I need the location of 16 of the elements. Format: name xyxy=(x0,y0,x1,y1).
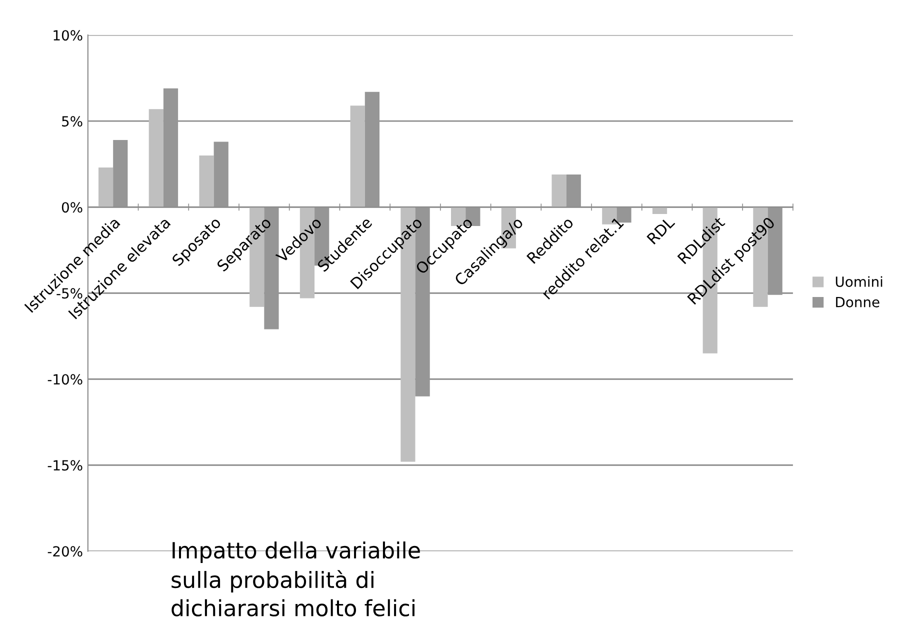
legend-label: Uomini xyxy=(836,276,882,287)
x-tick-label: RDL xyxy=(646,216,676,244)
y-tick-label: 0% xyxy=(62,202,82,213)
y-tick-label: 10% xyxy=(54,30,82,41)
bar xyxy=(199,156,214,208)
bar xyxy=(98,168,114,208)
y-tick-label: 5% xyxy=(62,116,82,127)
y-tick-label: -10% xyxy=(48,374,82,385)
y-tick-label: -20% xyxy=(48,546,82,557)
y-tick-label: -15% xyxy=(48,460,82,471)
bar xyxy=(552,174,566,208)
annotation: Impatto della variabile sulla probabilità di dichiararsi molto felici xyxy=(172,541,420,616)
bar xyxy=(350,106,365,208)
bar xyxy=(148,109,164,208)
bar xyxy=(652,207,668,214)
legend-label: Donne xyxy=(836,297,880,308)
